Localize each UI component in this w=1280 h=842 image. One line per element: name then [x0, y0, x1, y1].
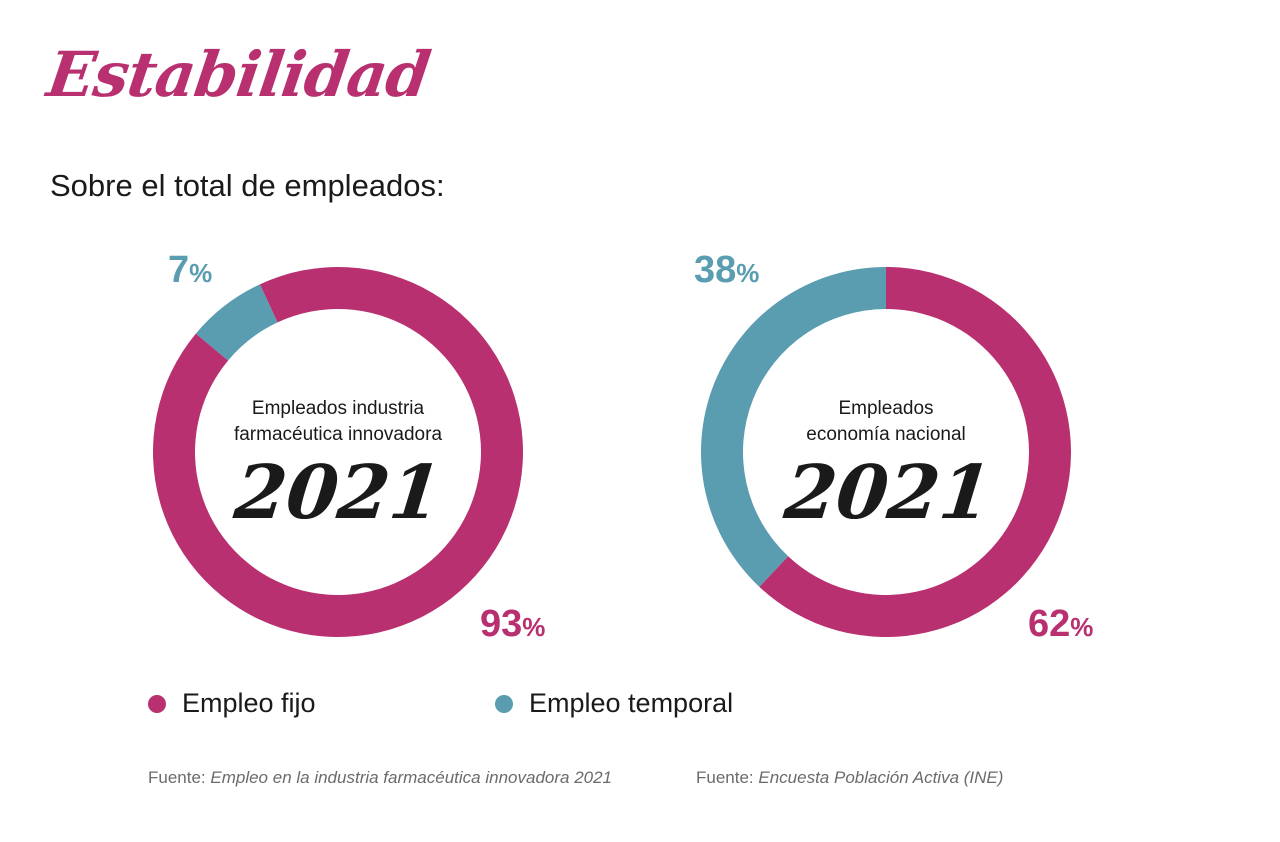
- legend-item-temporal: Empleo temporal: [495, 688, 733, 719]
- source-note-left: Fuente: Empleo en la industria farmacéut…: [148, 768, 612, 788]
- center-label-line1: Empleados industria: [252, 398, 425, 419]
- legend-item-fijo: Empleo fijo: [148, 688, 316, 719]
- page-subtitle: Sobre el total de empleados:: [50, 168, 445, 203]
- donut-chart-economia: Empleados economía nacional 2021 38% 62%: [694, 249, 1093, 645]
- center-label-line1: Empleados: [838, 398, 933, 419]
- pct-label-temporal: 38%: [694, 249, 759, 291]
- center-year: 2021: [230, 449, 446, 536]
- donut-chart-industria: Empleados industria farmacéutica innovad…: [152, 249, 545, 645]
- pct-label-fijo: 62%: [1028, 603, 1093, 645]
- source-text: Empleo en la industria farmacéutica inno…: [210, 768, 613, 787]
- legend-dot-temporal: [495, 694, 513, 713]
- source-prefix: Fuente:: [696, 768, 759, 787]
- legend-dot-fijo: [148, 694, 166, 713]
- donut-slice-temporal: [700, 267, 886, 587]
- legend-label-temporal: Empleo temporal: [529, 688, 734, 718]
- legend-label-fijo: Empleo fijo: [182, 688, 316, 718]
- center-label-line2: farmacéutica innovadora: [234, 424, 442, 445]
- source-prefix: Fuente:: [148, 768, 211, 787]
- center-label-line2: economía nacional: [806, 424, 966, 445]
- pct-label-temporal: 7%: [168, 249, 212, 291]
- center-year: 2021: [780, 449, 996, 536]
- source-text: Encuesta Población Activa (INE): [758, 768, 1004, 787]
- source-note-right: Fuente: Encuesta Población Activa (INE): [696, 768, 1003, 788]
- donut-slice-temporal: [195, 284, 278, 361]
- pct-label-fijo: 93%: [480, 603, 545, 645]
- donut-slice-fijo: [759, 267, 1071, 637]
